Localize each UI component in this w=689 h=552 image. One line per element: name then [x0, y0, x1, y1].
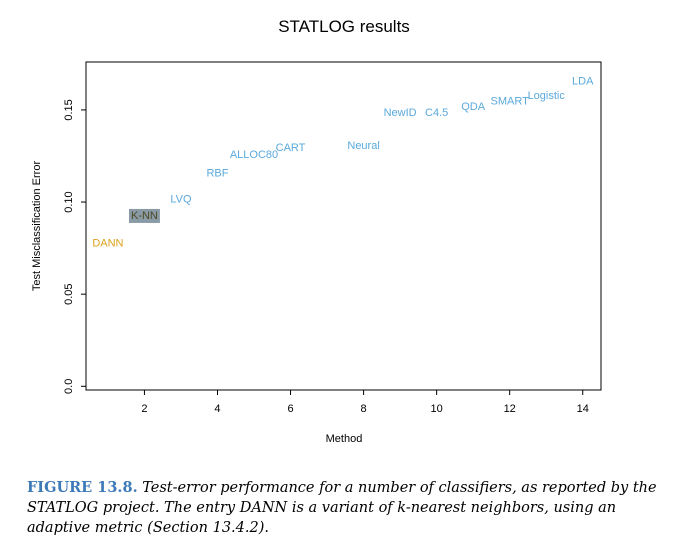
point-label-qda: QDA	[461, 101, 486, 113]
x-axis: 2 4 6 8 10 12 14	[141, 390, 589, 415]
y-tick-label: 0.15	[63, 99, 75, 120]
point-lda: LDA	[572, 75, 594, 87]
point-label-rbf: RBF	[206, 168, 228, 180]
x-tick-label: 12	[504, 403, 516, 415]
point-qda: QDA	[461, 101, 486, 113]
statlog-chart: STATLOG results 2 4 6 8 10 12 14 0.00.050.100.…	[31, 17, 602, 445]
point-cart: CART	[276, 142, 306, 154]
point-label-cart: CART	[276, 142, 306, 154]
x-tick-label: 8	[361, 403, 367, 415]
point-lvq: LVQ	[170, 193, 192, 205]
caption-text: Test-error performance for a number of c…	[27, 480, 657, 536]
x-tick-label: 6	[287, 403, 293, 415]
y-axis-label: Test Misclassification Error	[31, 161, 43, 292]
x-axis-label: Method	[326, 433, 363, 445]
chart-title: STATLOG results	[278, 17, 410, 36]
point-label-smart: SMART	[491, 96, 530, 108]
y-tick-label: 0.0	[63, 379, 75, 394]
point-label-neural: Neural	[347, 140, 379, 152]
y-tick-label: 0.10	[63, 191, 75, 212]
y-tick-label: 0.05	[63, 283, 75, 304]
point-newid: NewID	[384, 107, 417, 119]
point-label-newid: NewID	[384, 107, 417, 119]
x-tick-label: 14	[577, 403, 589, 415]
point-rbf: RBF	[206, 168, 228, 180]
point-label-logistic: Logistic	[528, 90, 566, 102]
y-axis: 0.0 0.05 0.10 0.15	[63, 99, 86, 394]
point-dann: DANN	[92, 238, 123, 250]
caption-label: FIGURE 13.8.	[27, 479, 138, 496]
plot-frame	[85, 61, 602, 391]
point-label-k-nn: K-NN	[131, 210, 158, 222]
x-tick-label: 10	[431, 403, 443, 415]
point-c4-5: C4.5	[425, 107, 448, 119]
knn-highlight-box	[128, 208, 160, 223]
figure-caption: FIGURE 13.8. Test-error performance for …	[27, 478, 667, 538]
point-alloc80: ALLOC80	[230, 149, 278, 161]
point-label-lda: LDA	[572, 75, 594, 87]
point-neural: Neural	[347, 140, 379, 152]
point-logistic: Logistic	[528, 90, 566, 102]
point-label-lvq: LVQ	[170, 193, 192, 205]
point-smart: SMART	[491, 96, 530, 108]
x-tick-label: 4	[214, 403, 220, 415]
point-label-alloc80: ALLOC80	[230, 149, 278, 161]
point-label-dann: DANN	[92, 238, 123, 250]
point-k-nn: K-NN	[128, 208, 160, 223]
x-tick-label: 2	[141, 403, 147, 415]
point-label-c4-5: C4.5	[425, 107, 448, 119]
